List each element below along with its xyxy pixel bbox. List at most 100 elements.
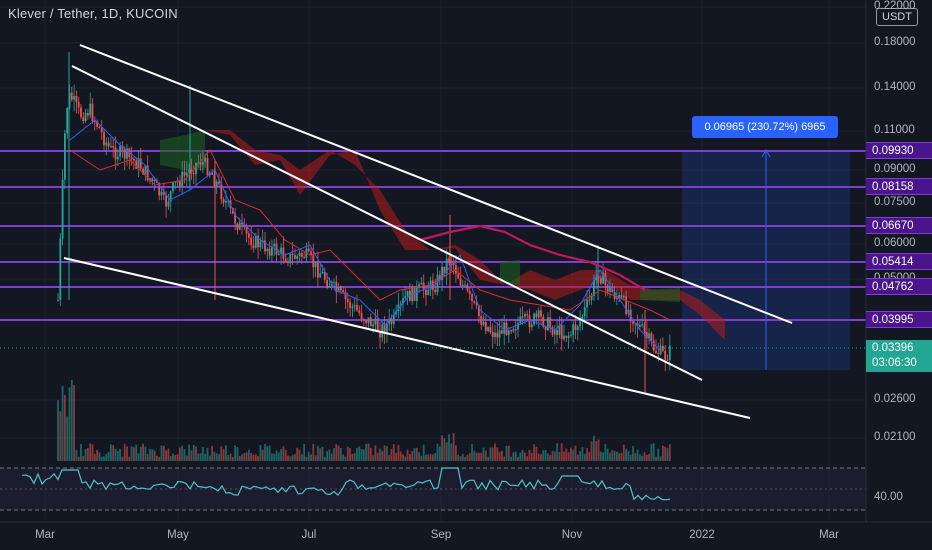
- volume-bar: [553, 451, 556, 461]
- volume-bar: [206, 447, 209, 461]
- candle-body: [491, 331, 494, 338]
- candle-body: [137, 158, 140, 169]
- candle-body: [549, 317, 552, 328]
- candle-body: [480, 316, 483, 325]
- candle-body: [533, 313, 535, 325]
- volume-bar: [652, 443, 655, 461]
- volume-bar: [556, 443, 558, 461]
- candle-body: [245, 226, 248, 234]
- volume-bar: [227, 455, 230, 461]
- candle-body: [349, 302, 351, 308]
- volume-bar: [510, 456, 512, 461]
- volume-bar: [514, 451, 517, 461]
- candle-body: [528, 315, 531, 328]
- candle-body: [473, 301, 476, 303]
- candle-body: [425, 289, 427, 296]
- candle-body: [126, 148, 128, 159]
- currency-selector[interactable]: USDT: [876, 8, 918, 26]
- volume-bar: [169, 456, 172, 461]
- candle-body: [158, 182, 161, 196]
- candle-body: [372, 324, 374, 327]
- candle-body: [351, 306, 354, 308]
- volume-bar: [427, 454, 430, 461]
- volume-bar: [645, 454, 648, 461]
- volume-bar: [330, 453, 333, 461]
- volume-bar: [264, 443, 266, 461]
- candle-body: [310, 251, 312, 256]
- volume-bar: [298, 449, 301, 461]
- candle-body: [119, 145, 121, 157]
- volume-bar: [464, 456, 466, 461]
- volume-bar: [68, 387, 71, 461]
- volume-bar: [558, 451, 561, 461]
- volume-bar: [305, 456, 308, 461]
- level-label-5: 0.03995: [866, 311, 932, 328]
- candle-body: [204, 158, 207, 163]
- volume-bar: [641, 455, 644, 461]
- volume-bar: [438, 446, 441, 461]
- candle-body: [181, 171, 184, 187]
- volume-bar: [484, 450, 487, 461]
- volume-bar: [411, 451, 414, 461]
- candle-body: [547, 317, 549, 331]
- candle-body: [659, 345, 662, 355]
- volume-bar: [156, 455, 158, 461]
- volume-bar: [185, 455, 188, 461]
- volume-bar: [570, 447, 572, 461]
- candle-body: [291, 253, 294, 256]
- volume-bar: [397, 444, 400, 461]
- volume-bar: [238, 456, 241, 461]
- volume-bar: [172, 453, 174, 461]
- volume-bar: [406, 449, 409, 461]
- volume-bar: [119, 448, 121, 461]
- candle-body: [103, 131, 105, 146]
- volume-bar: [418, 452, 420, 461]
- volume-bar: [176, 454, 179, 461]
- candle-body: [599, 277, 602, 284]
- volume-bar: [413, 448, 416, 461]
- volume-bar: [392, 444, 395, 461]
- volume-bar: [234, 445, 236, 461]
- candle-body: [386, 324, 388, 334]
- candle-body: [432, 280, 434, 290]
- volume-bar: [664, 446, 667, 461]
- volume-bar: [323, 456, 326, 461]
- volume-bar: [381, 451, 384, 461]
- price-tick-5: 0.07500: [874, 196, 916, 208]
- candle-body: [75, 96, 78, 102]
- candle-body: [448, 258, 450, 262]
- candle-body: [388, 318, 391, 325]
- volume-bar: [420, 455, 423, 461]
- candle-body: [280, 247, 282, 254]
- volume-bar: [137, 453, 140, 461]
- volume-bar: [112, 445, 115, 461]
- candle-body: [441, 266, 443, 281]
- volume-bar: [639, 454, 641, 461]
- volume-bar: [655, 456, 657, 461]
- volume-bar: [96, 449, 98, 461]
- candle-body: [503, 322, 506, 334]
- candle-body: [542, 316, 545, 327]
- candle-body: [609, 286, 611, 292]
- price-tick-8: 0.02600: [874, 393, 916, 405]
- candle-body: [604, 273, 607, 285]
- volume-bar: [87, 448, 89, 461]
- volume-bar: [116, 451, 119, 461]
- candle-body: [319, 273, 322, 278]
- bar-countdown: 03:06:30: [872, 357, 917, 369]
- volume-bar: [622, 444, 625, 461]
- candle-body: [434, 289, 437, 293]
- volume-bar: [363, 449, 365, 461]
- candle-body: [583, 307, 586, 317]
- volume-bar: [300, 454, 303, 461]
- volume-bar: [346, 446, 349, 461]
- candle-body: [107, 142, 110, 147]
- candle-body: [581, 316, 584, 320]
- candle-body: [567, 335, 570, 338]
- candle-body: [254, 235, 257, 248]
- candle-body: [579, 319, 581, 327]
- candle-body: [450, 261, 453, 263]
- volume-bar: [448, 434, 450, 461]
